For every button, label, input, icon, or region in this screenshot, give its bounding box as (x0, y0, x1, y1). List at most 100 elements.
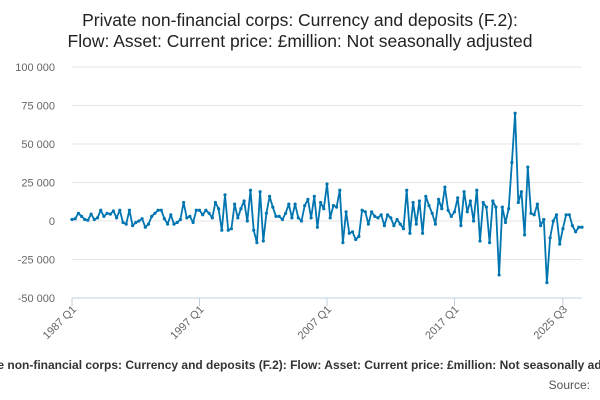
data-point (76, 211, 80, 215)
data-point (580, 225, 584, 229)
data-point (159, 208, 163, 212)
data-point (350, 230, 355, 234)
x-axis: 1987 Q1 1997 Q1 2007 Q1 2017 Q1 2025 Q3 (41, 297, 582, 342)
data-point (299, 219, 304, 223)
data-point (169, 213, 173, 217)
x-tick-label: 1997 Q1 (168, 304, 206, 342)
data-point (166, 222, 170, 226)
y-tick-label: 0 (49, 216, 55, 228)
data-point (526, 165, 530, 169)
data-point (204, 208, 208, 212)
data-point (379, 213, 383, 217)
data-point (223, 193, 227, 197)
data-point (319, 200, 323, 205)
x-tick-label: 1987 Q1 (41, 304, 79, 342)
data-point (95, 216, 100, 220)
data-point (312, 194, 316, 198)
data-point (427, 204, 431, 208)
data-point (277, 214, 281, 218)
data-point (551, 219, 555, 223)
data-point (188, 214, 192, 218)
data-point (354, 237, 358, 242)
data-point (217, 207, 221, 211)
series-line (71, 112, 582, 284)
data-point (172, 222, 176, 226)
data-point (411, 200, 415, 205)
data-point (545, 281, 549, 285)
data-point (433, 222, 437, 226)
y-tick-label: 75 000 (21, 101, 55, 113)
data-point (296, 216, 300, 220)
data-point (191, 220, 195, 225)
y-axis-tick-labels: 100 000 75 000 50 000 25 000 0 -25 000 -50 000 (15, 62, 55, 305)
y-tick-label: -50 000 (18, 293, 55, 305)
data-point (484, 205, 488, 209)
data-point (242, 199, 246, 203)
data-point (239, 207, 243, 211)
data-point (395, 217, 399, 222)
data-point (341, 241, 345, 245)
data-point (315, 225, 319, 229)
data-point (182, 200, 186, 205)
data-point (373, 214, 377, 218)
data-point (99, 208, 103, 212)
data-point (478, 239, 482, 243)
data-point (201, 213, 205, 217)
data-point (494, 205, 498, 209)
data-point (344, 210, 348, 214)
data-point (408, 231, 412, 235)
data-point (449, 214, 453, 218)
data-point (255, 241, 259, 245)
data-point (366, 222, 370, 226)
data-point (335, 205, 339, 209)
data-point (236, 216, 240, 220)
data-point (459, 224, 463, 228)
data-point (507, 207, 511, 211)
data-point (220, 228, 224, 232)
data-point (328, 216, 332, 220)
data-point (424, 194, 428, 198)
data-point (175, 220, 179, 225)
data-point (452, 210, 457, 214)
data-point (510, 160, 514, 165)
data-point (491, 199, 495, 203)
y-tick-label: 50 000 (21, 139, 55, 151)
data-point (178, 217, 182, 222)
data-point (303, 204, 307, 208)
data-point (363, 210, 367, 214)
data-point (194, 208, 198, 212)
data-point (446, 208, 450, 212)
data-point (146, 222, 151, 226)
data-point (513, 111, 517, 115)
data-point (213, 200, 217, 205)
data-point (347, 231, 351, 235)
data-point (437, 197, 441, 201)
data-point (462, 190, 466, 194)
data-point (322, 207, 326, 211)
data-point (516, 200, 520, 205)
data-point (440, 207, 444, 211)
data-point (229, 227, 233, 231)
data-point (287, 202, 291, 206)
data-point (271, 205, 275, 209)
data-point (309, 216, 313, 220)
data-point (245, 219, 249, 223)
data-point (280, 217, 284, 222)
data-point (539, 224, 543, 228)
data-point (248, 188, 253, 192)
data-point (115, 216, 119, 220)
data-point (577, 225, 581, 229)
data-point (274, 214, 278, 218)
data-point (376, 216, 380, 220)
data-point (210, 216, 214, 220)
data-point (472, 219, 476, 223)
data-point (143, 225, 147, 229)
data-point (570, 224, 575, 228)
data-point (331, 204, 335, 208)
data-point (118, 208, 122, 212)
data-point (70, 217, 74, 222)
data-point (529, 211, 533, 215)
data-point (430, 211, 434, 215)
data-point (233, 202, 237, 206)
x-tick-label: 2017 Q1 (423, 304, 461, 342)
